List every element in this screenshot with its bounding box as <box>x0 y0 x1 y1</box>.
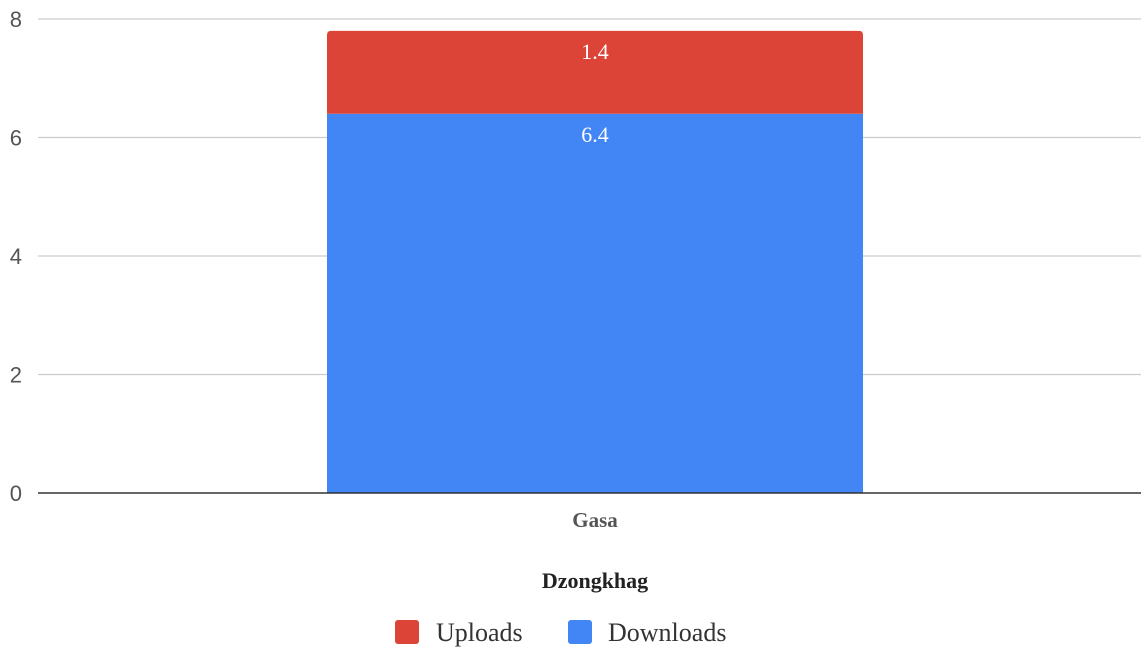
x-axis-title: Dzongkhag <box>542 568 648 593</box>
axes: 0 2 4 6 8 Gasa Dzongkhag <box>10 7 1141 593</box>
legend-swatch-downloads <box>568 620 592 644</box>
y-tick-label-4: 4 <box>10 244 22 269</box>
legend-swatch-uploads <box>395 620 419 644</box>
bar-downloads-gasa <box>327 113 863 494</box>
y-tick-label-2: 2 <box>10 363 22 388</box>
legend: Uploads Downloads <box>395 618 726 647</box>
legend-label-downloads: Downloads <box>608 618 726 647</box>
data-label-uploads: 1.4 <box>581 39 609 64</box>
x-tick-label-gasa: Gasa <box>572 508 618 532</box>
bar-uploads-gasa <box>327 30 863 114</box>
legend-label-uploads: Uploads <box>436 618 523 647</box>
bars <box>327 30 863 494</box>
data-labels: 6.4 1.4 <box>581 39 609 147</box>
data-label-downloads: 6.4 <box>581 122 609 147</box>
y-tick-label-8: 8 <box>10 7 22 32</box>
y-tick-label-0: 0 <box>10 481 22 506</box>
y-tick-label-6: 6 <box>10 126 22 151</box>
